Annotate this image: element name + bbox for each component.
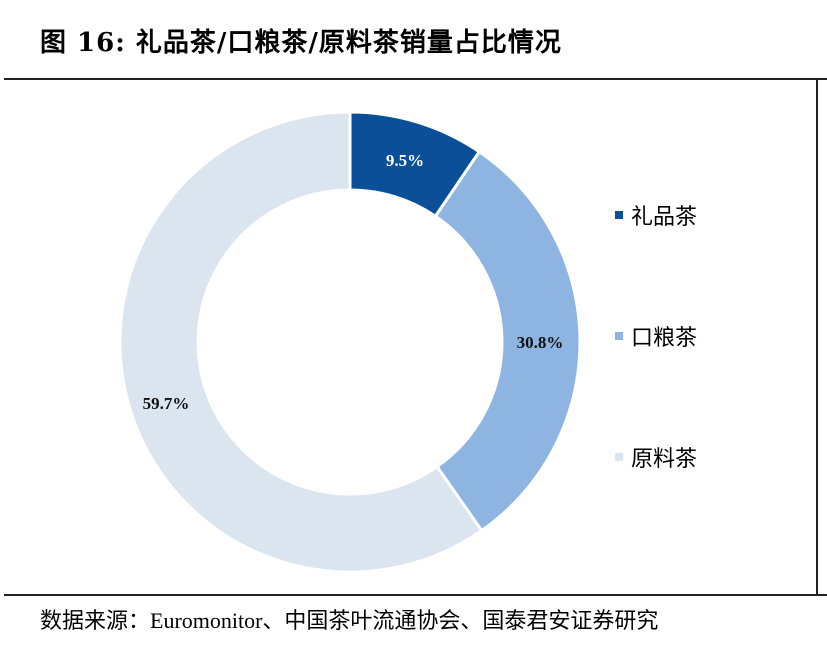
bottom-rule xyxy=(4,594,827,596)
right-border xyxy=(816,79,818,595)
top-rule xyxy=(4,78,827,80)
donut-chart: 9.5% 30.8% 59.7% xyxy=(118,110,582,574)
label-daily-tea: 30.8% xyxy=(517,333,564,352)
legend-item-daily-tea: 口粮茶 xyxy=(615,320,697,352)
chart-title: 图 16: 礼品茶/口粮茶/原料茶销量占比情况 xyxy=(40,28,562,58)
source-note: 数据来源：Euromonitor、中国茶叶流通协会、国泰君安证券研究 xyxy=(40,608,659,633)
slice-raw-tea xyxy=(118,110,484,574)
legend-label: 原料茶 xyxy=(631,447,698,472)
donut-slices xyxy=(118,110,582,574)
legend-swatch-gift xyxy=(615,211,623,219)
legend-item-raw-tea: 原料茶 xyxy=(615,441,697,473)
legend-label: 礼品茶 xyxy=(631,205,698,230)
slice-daily-tea xyxy=(433,149,582,533)
legend-item-gift-tea: 礼品茶 xyxy=(615,199,697,231)
legend-swatch-raw xyxy=(615,453,623,461)
label-raw-tea: 59.7% xyxy=(143,394,190,413)
legend-label: 口粮茶 xyxy=(631,326,698,351)
label-gift-tea: 9.5% xyxy=(386,151,424,170)
legend-swatch-daily xyxy=(615,332,623,340)
